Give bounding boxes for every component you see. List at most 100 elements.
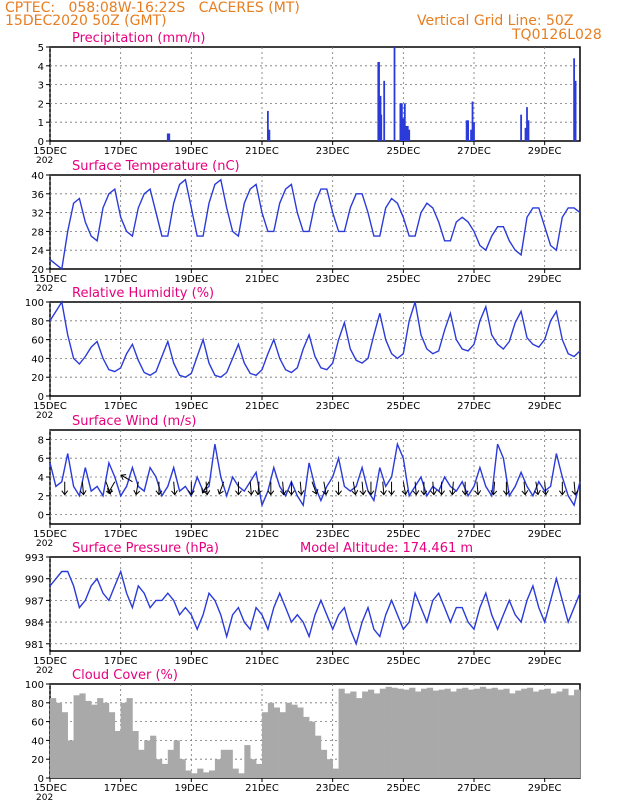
wind-arrow [79,481,87,496]
wind-arrow [288,481,295,496]
y-tick-label: 1 [38,118,44,129]
x-tick-label: 25DEC [386,656,420,667]
x-tick-label: 19DEC [174,401,208,412]
precip-bar [268,129,271,141]
y-tick-label: 28 [31,227,44,238]
wind-arrow-head [201,487,208,494]
wind-arrow-head [542,490,549,496]
wind-arrow [461,481,469,496]
x-tick-label: 27DEC [457,274,491,285]
series-line-press [49,569,581,646]
cloud-bar [226,749,233,778]
wind-arrow [247,481,255,496]
wind-arrow [351,481,359,496]
wind-arrow-head [521,490,529,496]
y-tick-label: 987 [25,596,44,607]
cloud-bar [409,687,416,778]
x-tick-label: 19DEC [174,783,208,794]
cloud-bar [303,716,310,778]
wind-arrow-head [502,490,510,496]
wind-arrow-head [280,490,287,496]
precip-bar [473,122,475,141]
wind-arrow-head [412,490,420,496]
cloud-bar [350,691,357,778]
x-tick-label: 23DEC [316,401,350,412]
wind-arrow [502,481,510,496]
cloud-bar [509,693,516,778]
wind-arrow [367,481,375,496]
wind-arrow-head [133,489,141,496]
precip-bar [471,101,474,141]
x-tick-label: 19DEC [174,274,208,285]
x-tick-label: 17DEC [104,529,138,540]
wind-arrow-head [380,490,387,496]
cloud-bar [108,712,116,778]
cloud-bar [73,695,80,778]
cloud-bar [391,687,398,778]
precip-bar [402,118,405,141]
cloud-bar [267,702,275,778]
cloud-bar [309,721,316,778]
x-tick-label: 21DEC [245,401,279,412]
wind-arrow-head [187,490,195,496]
wind-arrow-shaft [361,481,364,495]
wind-arrow-head [247,490,255,496]
wind-arrow-head [107,487,114,494]
wind-arrow [542,481,549,496]
cloud-bar [544,688,551,778]
precip-bar [524,127,527,141]
series-line-wind [49,441,581,508]
cloud-bar [173,740,180,778]
wind-arrow [534,481,541,496]
x-tick-label: 21DEC [245,529,279,540]
cloud-bar [97,698,104,778]
precip-bar [380,114,383,141]
wind-arrow-shaft [414,481,417,495]
cloud-bar [232,768,239,778]
cloud-bar [55,702,63,778]
wind-arrow [187,481,195,496]
y-tick-label: 60 [31,718,44,729]
wind-arrow-shaft [218,481,225,495]
wind-arrow-shaft [257,481,260,495]
x-tick-label: 17DEC [104,274,138,285]
wind-arrow-head [438,490,446,496]
cloud-bar [291,704,298,778]
precip-bar [520,114,523,141]
wind-arrow [449,481,456,496]
x-tick-label: 27DEC [457,656,491,667]
wind-arrow-shaft [282,481,285,495]
wind-arrow-head [105,488,113,495]
wind-arrow-head [461,490,469,496]
panel-title: Relative Humidity (%) [72,286,214,301]
wind-arrow [388,481,395,496]
cloud-bar [61,712,68,778]
y-tick-label: 24 [31,246,44,257]
cloud-bar [67,740,74,778]
wind-arrow [558,481,566,496]
cloud-bar [326,759,333,778]
precip-bar [406,125,409,141]
wind-arrow [430,481,437,496]
wind-arrow-shaft [202,481,210,494]
cloud-bar [356,698,363,778]
wind-arrow-head [120,474,127,480]
x-year-label: 202 [36,411,53,421]
wind-arrow-shaft [81,481,85,495]
cloud-bar [262,712,269,778]
cloud-bar [338,688,345,778]
cloud-bar [444,688,451,778]
x-tick-label: 15DEC [33,783,67,794]
wind-arrow-head [430,490,437,496]
panel-title: Precipitation (mm/h) [72,31,205,46]
wind-arrow-shaft [476,481,479,495]
cloud-bar [79,693,86,778]
wind-arrow-shaft [573,481,576,495]
x-tick-label: 29DEC [528,529,562,540]
cloud-bar [491,687,498,778]
y-tick-label: 993 [25,553,44,564]
panel-title: Cloud Cover (%) [72,668,178,683]
cloud-bar [250,759,257,778]
y-tick-label: 5 [38,43,44,54]
wind-arrow-head [571,490,579,496]
